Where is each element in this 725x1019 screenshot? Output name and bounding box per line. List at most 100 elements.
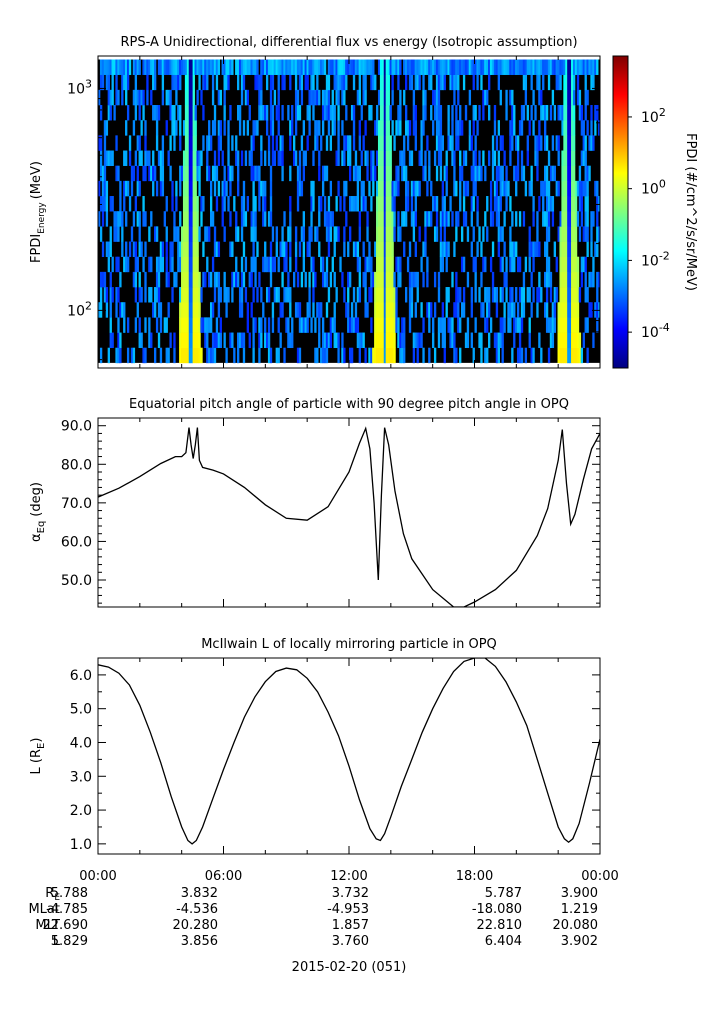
spectrogram-cell — [551, 317, 555, 333]
spectrogram-cell — [397, 211, 400, 227]
spectrogram-cell — [584, 105, 587, 121]
spectrogram-cell — [528, 120, 531, 136]
spectrogram-cell — [204, 317, 207, 333]
spectrogram-cell — [383, 120, 387, 136]
l-shell-y-label: L (RE) — [29, 738, 47, 775]
spectrogram-cell — [101, 180, 105, 197]
spectrogram-cell — [565, 347, 568, 364]
spectrogram-cell — [544, 241, 547, 257]
spectrogram-cell — [432, 196, 435, 212]
spectrogram-cell — [337, 347, 340, 364]
spectrogram-cell — [536, 135, 539, 151]
ephemeris-value: 3.832 — [181, 886, 218, 901]
spectrogram-cell — [592, 59, 595, 75]
spectrogram-cell — [231, 332, 234, 349]
spectrogram-cell — [424, 226, 427, 242]
spectrogram-cell — [115, 256, 118, 273]
spectrogram-cell — [578, 180, 582, 197]
spectrogram-cell — [403, 332, 406, 349]
spectrogram-cell — [279, 150, 282, 166]
spectrogram-cell — [281, 226, 284, 242]
spectrogram-cell — [462, 302, 466, 318]
spectrogram-cell — [414, 105, 417, 121]
spectrogram-cell — [209, 135, 213, 151]
spectrogram-cell — [393, 135, 396, 151]
spectrogram-cell — [559, 241, 562, 257]
spectrogram-cell — [312, 256, 315, 273]
spectrogram-cell — [563, 165, 566, 182]
spectrogram-cell — [117, 226, 120, 242]
spectrogram-cell — [488, 332, 491, 349]
spectrogram-cell — [387, 226, 390, 242]
spectrogram-cell — [289, 226, 292, 242]
spectrogram-cell — [202, 241, 205, 257]
spectrogram-cell — [333, 271, 336, 288]
spectrogram-cell — [437, 105, 441, 121]
spectrogram-cell — [186, 165, 190, 182]
spectrogram-cell — [563, 332, 566, 349]
spectrogram-cell — [586, 317, 589, 333]
spectrogram-cell — [501, 256, 504, 273]
spectrogram-cell — [501, 165, 504, 182]
spectrogram-cell — [513, 120, 516, 136]
spectrogram-cell — [329, 105, 333, 121]
spectrogram-cell — [497, 196, 500, 212]
spectrogram-cell — [391, 271, 394, 288]
spectrogram-cell — [287, 226, 290, 242]
spectrogram-cell — [459, 150, 462, 166]
spectrogram-cell — [596, 271, 599, 288]
spectrogram-cell — [327, 287, 331, 303]
spectrogram-cell — [350, 302, 354, 318]
spectrogram-cell — [460, 226, 464, 242]
spectrogram-cell — [538, 120, 541, 136]
spectrogram-cell — [345, 180, 348, 197]
spectrogram-cell — [333, 226, 336, 242]
spectrogram-cell — [105, 150, 109, 166]
spectrogram-cell — [277, 74, 280, 91]
spectrogram-cell — [252, 317, 255, 333]
spectrogram-cell — [387, 256, 390, 273]
spectrogram-cell — [596, 317, 599, 333]
spectrogram-cell — [404, 105, 408, 121]
spectrogram-cell — [123, 256, 126, 273]
spectrogram-cell — [192, 332, 195, 349]
spectrogram-cell — [518, 256, 522, 273]
spectrogram-cell — [526, 135, 529, 151]
spectrogram-cell — [495, 135, 499, 151]
spectrogram-cell — [470, 241, 473, 257]
spectrogram-cell — [513, 165, 516, 182]
spectrogram-cell — [567, 59, 570, 75]
spectrogram-cell — [399, 150, 402, 166]
spectrogram-cell — [225, 74, 228, 91]
spectrogram-cell — [572, 150, 576, 166]
spectrogram-cell — [358, 211, 361, 227]
spectrogram-cell — [433, 347, 437, 364]
spectrogram-cell — [184, 317, 188, 333]
spectrogram-cell — [333, 59, 336, 75]
spectrogram-cell — [246, 120, 249, 136]
spectrogram-cell — [370, 317, 373, 333]
spectrogram-cell — [383, 165, 387, 182]
spectrogram-cell — [260, 89, 263, 106]
spectrogram-cell — [406, 59, 410, 75]
spectrogram-cell — [551, 89, 555, 106]
spectrogram-cell — [513, 317, 516, 333]
spectrogram-cell — [327, 105, 331, 121]
spectrogram-cell — [505, 196, 508, 212]
ephemeris-value: 3.760 — [332, 934, 369, 949]
spectrogram-cell — [223, 332, 226, 349]
spectrogram-cell — [505, 165, 508, 182]
spectrogram-cell — [252, 226, 255, 242]
spectrogram-cell — [271, 302, 275, 318]
spectrogram-cell — [466, 180, 470, 197]
spectrogram-cell — [493, 59, 497, 75]
spectrogram-cell — [538, 271, 541, 288]
spectrogram-cell — [190, 271, 194, 288]
spectrogram-cell — [395, 165, 398, 182]
spectrogram-cell — [356, 241, 360, 257]
spectrogram-cell — [308, 89, 311, 106]
spectrogram-cell — [497, 150, 500, 166]
spectrogram-cell — [571, 59, 574, 75]
spectrogram-cell — [399, 105, 402, 121]
spectrogram-cell — [397, 74, 400, 91]
